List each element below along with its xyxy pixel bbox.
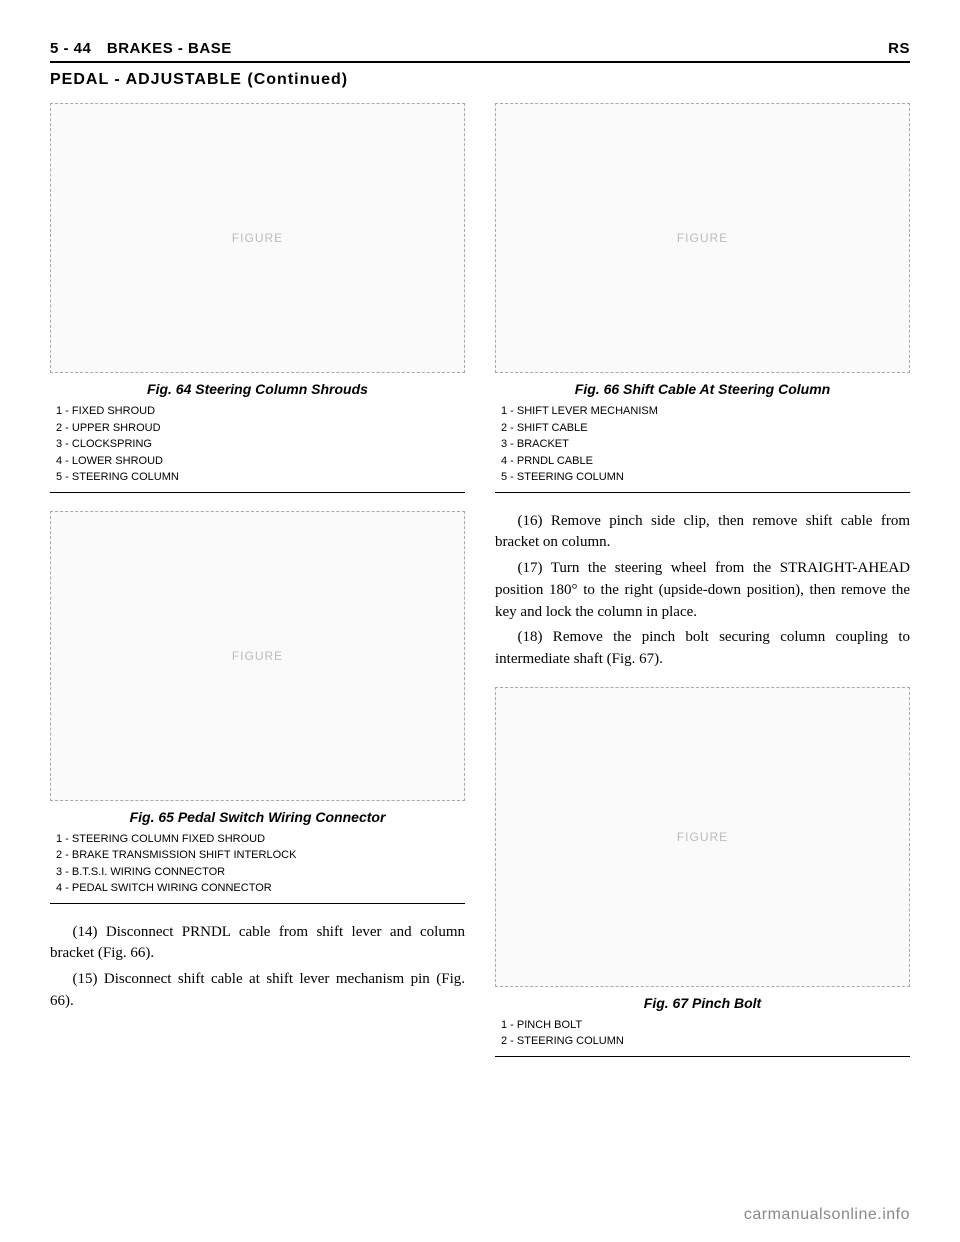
legend-item: 1 - PINCH BOLT bbox=[501, 1017, 910, 1034]
legend-item: 1 - FIXED SHROUD bbox=[56, 403, 465, 420]
section-continued: PEDAL - ADJUSTABLE (Continued) bbox=[50, 71, 910, 89]
step-15: (15) Disconnect shift cable at shift lev… bbox=[50, 969, 465, 1013]
figure-64-legend: 1 - FIXED SHROUD 2 - UPPER SHROUD 3 - CL… bbox=[50, 403, 465, 486]
figure-67-legend: 1 - PINCH BOLT 2 - STEERING COLUMN bbox=[495, 1017, 910, 1050]
step-16: (16) Remove pinch side clip, then remove… bbox=[495, 511, 910, 555]
legend-item: 2 - UPPER SHROUD bbox=[56, 420, 465, 437]
header-right: RS bbox=[888, 40, 910, 57]
legend-item: 3 - BRACKET bbox=[501, 436, 910, 453]
legend-item: 3 - B.T.S.I. WIRING CONNECTOR bbox=[56, 864, 465, 881]
right-column: FIGURE Fig. 66 Shift Cable At Steering C… bbox=[495, 103, 910, 1075]
header-left: 5 - 44 BRAKES - BASE bbox=[50, 40, 232, 57]
figure-divider bbox=[50, 492, 465, 493]
legend-item: 4 - LOWER SHROUD bbox=[56, 453, 465, 470]
two-column-layout: FIGURE Fig. 64 Steering Column Shrouds 1… bbox=[50, 103, 910, 1075]
figure-64-caption: Fig. 64 Steering Column Shrouds bbox=[50, 381, 465, 397]
legend-item: 1 - SHIFT LEVER MECHANISM bbox=[501, 403, 910, 420]
figure-64-block: FIGURE Fig. 64 Steering Column Shrouds 1… bbox=[50, 103, 465, 493]
legend-item: 5 - STEERING COLUMN bbox=[56, 469, 465, 486]
figure-67-caption: Fig. 67 Pinch Bolt bbox=[495, 995, 910, 1011]
legend-item: 2 - BRAKE TRANSMISSION SHIFT INTERLOCK bbox=[56, 847, 465, 864]
figure-divider bbox=[495, 492, 910, 493]
legend-item: 4 - PRNDL CABLE bbox=[501, 453, 910, 470]
figure-64-image: FIGURE bbox=[50, 103, 465, 373]
figure-65-block: FIGURE Fig. 65 Pedal Switch Wiring Conne… bbox=[50, 511, 465, 904]
left-column: FIGURE Fig. 64 Steering Column Shrouds 1… bbox=[50, 103, 465, 1075]
legend-item: 2 - STEERING COLUMN bbox=[501, 1033, 910, 1050]
legend-item: 1 - STEERING COLUMN FIXED SHROUD bbox=[56, 831, 465, 848]
figure-66-image: FIGURE bbox=[495, 103, 910, 373]
figure-67-image: FIGURE bbox=[495, 687, 910, 987]
legend-item: 2 - SHIFT CABLE bbox=[501, 420, 910, 437]
figure-67-block: FIGURE Fig. 67 Pinch Bolt 1 - PINCH BOLT… bbox=[495, 687, 910, 1057]
legend-item: 3 - CLOCKSPRING bbox=[56, 436, 465, 453]
figure-65-caption: Fig. 65 Pedal Switch Wiring Connector bbox=[50, 809, 465, 825]
manual-page: 5 - 44 BRAKES - BASE RS PEDAL - ADJUSTAB… bbox=[0, 0, 960, 1180]
legend-item: 5 - STEERING COLUMN bbox=[501, 469, 910, 486]
step-18: (18) Remove the pinch bolt securing colu… bbox=[495, 627, 910, 671]
figure-divider bbox=[495, 1056, 910, 1057]
footer-watermark: carmanualsonline.info bbox=[744, 1206, 910, 1224]
figure-66-block: FIGURE Fig. 66 Shift Cable At Steering C… bbox=[495, 103, 910, 493]
figure-divider bbox=[50, 903, 465, 904]
step-17: (17) Turn the steering wheel from the ST… bbox=[495, 558, 910, 623]
step-14: (14) Disconnect PRNDL cable from shift l… bbox=[50, 922, 465, 966]
legend-item: 4 - PEDAL SWITCH WIRING CONNECTOR bbox=[56, 880, 465, 897]
page-header: 5 - 44 BRAKES - BASE RS bbox=[50, 40, 910, 63]
figure-66-legend: 1 - SHIFT LEVER MECHANISM 2 - SHIFT CABL… bbox=[495, 403, 910, 486]
figure-65-image: FIGURE bbox=[50, 511, 465, 801]
figure-66-caption: Fig. 66 Shift Cable At Steering Column bbox=[495, 381, 910, 397]
figure-65-legend: 1 - STEERING COLUMN FIXED SHROUD 2 - BRA… bbox=[50, 831, 465, 897]
